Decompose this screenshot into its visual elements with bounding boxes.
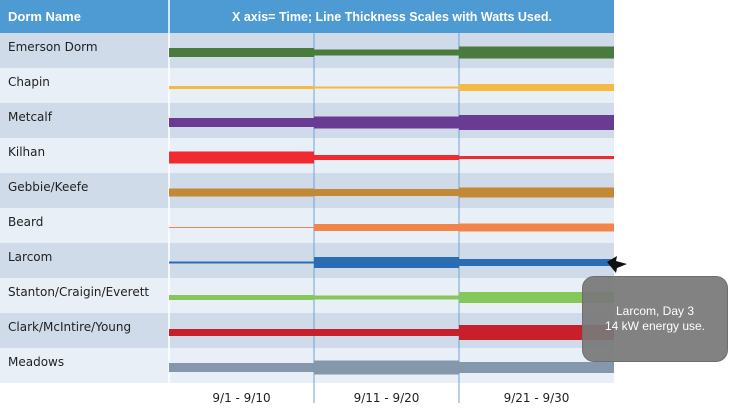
thickness-segment <box>169 227 314 228</box>
thickness-segment <box>169 48 314 57</box>
thickness-segments <box>169 46 614 375</box>
tooltip: Larcom, Day 3 14 kW energy use. <box>582 276 728 362</box>
thickness-segment <box>459 325 614 340</box>
thickness-segment <box>314 189 459 196</box>
header-label-column: Dorm Name <box>8 9 81 24</box>
thickness-segment <box>459 84 614 91</box>
thickness-segment <box>314 155 459 160</box>
row-label: Stanton/Craigin/Everett <box>8 285 149 299</box>
thickness-segment <box>169 86 314 89</box>
row-labels: Emerson Dorm Chapin Metcalf Kilhan Gebbie/Ke… <box>8 40 149 369</box>
row-label: Meadows <box>8 355 64 369</box>
tooltip-line-2: 14 kW energy use. <box>604 319 706 333</box>
thickness-segment <box>459 362 614 373</box>
thickness-segment <box>459 292 614 303</box>
thickness-segment <box>459 115 614 130</box>
x-tick-label: 9/1 - 9/10 <box>212 391 270 405</box>
period-gridlines <box>313 33 460 403</box>
thickness-segment <box>169 118 314 127</box>
thickness-segment <box>169 329 314 336</box>
thickness-segment <box>314 257 459 268</box>
thickness-segment <box>314 224 459 231</box>
thickness-segment <box>459 156 614 159</box>
thickness-segment <box>459 46 614 59</box>
thickness-segment <box>459 259 614 266</box>
thickness-segment <box>459 223 614 232</box>
thickness-segment <box>314 295 459 300</box>
row-label: Emerson Dorm <box>8 40 98 54</box>
thickness-segment <box>459 187 614 198</box>
thickness-segment <box>169 363 314 372</box>
row-label: Metcalf <box>8 110 53 124</box>
thickness-segment <box>169 295 314 300</box>
x-axis-ticks: 9/1 - 9/10 9/11 - 9/20 9/21 - 9/30 <box>212 391 569 405</box>
chart-title: X axis= Time; Line Thickness Scales with… <box>232 10 552 24</box>
thickness-segment <box>314 116 459 129</box>
row-label: Larcom <box>8 250 52 264</box>
thickness-segment <box>169 188 314 197</box>
thickness-segment <box>314 86 459 89</box>
row-label: Beard <box>8 215 43 229</box>
thickness-segment <box>169 261 314 264</box>
thickness-segment <box>314 49 459 56</box>
row-label: Kilhan <box>8 145 45 159</box>
x-tick-label: 9/21 - 9/30 <box>504 391 570 405</box>
tooltip-line-1: Larcom, Day 3 <box>615 304 695 318</box>
thickness-segment <box>314 329 459 336</box>
header-bar <box>0 0 614 33</box>
mouse-cursor-icon <box>607 256 627 273</box>
row-label: Gebbie/Keefe <box>8 180 88 194</box>
row-label: Chapin <box>8 75 50 89</box>
row-label: Clark/McIntire/Young <box>8 320 131 334</box>
thickness-segment <box>169 151 314 164</box>
thickness-segment <box>314 360 459 375</box>
x-tick-label: 9/11 - 9/20 <box>354 391 420 405</box>
